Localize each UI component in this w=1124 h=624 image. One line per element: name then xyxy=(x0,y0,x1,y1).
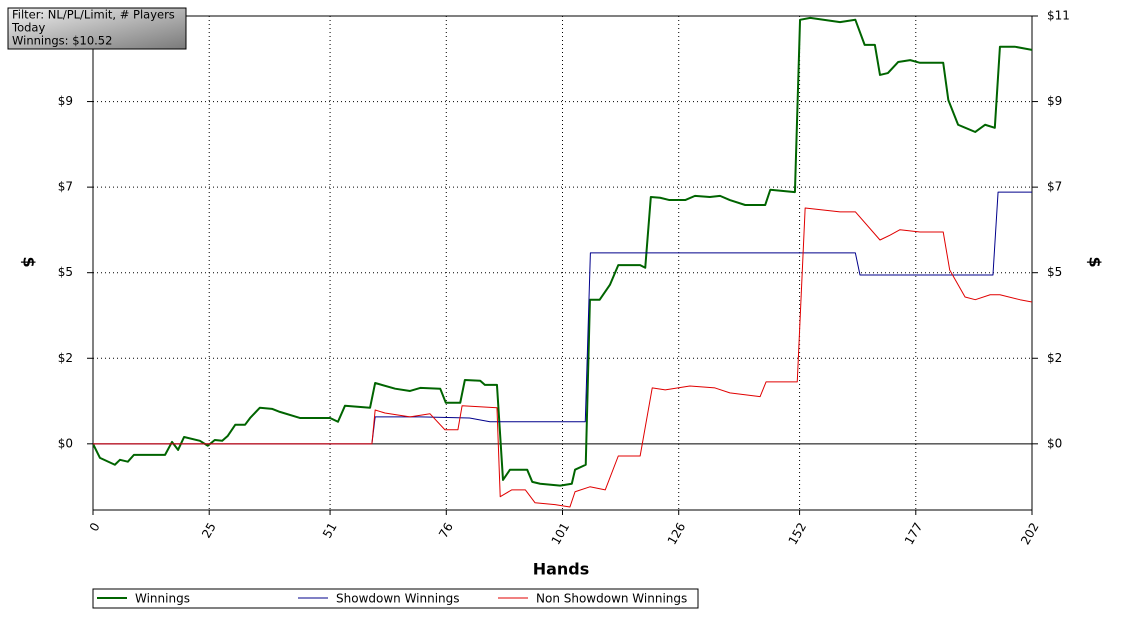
x-tick-label: 152 xyxy=(786,520,810,547)
info-period: Today xyxy=(11,21,45,35)
x-tick-label: 101 xyxy=(549,520,573,547)
x-tick-label: 177 xyxy=(902,520,926,547)
y2-tick-label: $7 xyxy=(1047,180,1062,194)
x-tick-label: 0 xyxy=(87,520,103,534)
y2-axis-label: $ xyxy=(1086,256,1105,267)
y2-tick-label: $5 xyxy=(1047,265,1062,279)
x-tick-label: 202 xyxy=(1018,520,1042,547)
y-axis-label: $ xyxy=(20,256,39,267)
info-filter: Filter: NL/PL/Limit, # Players xyxy=(12,8,175,22)
y-tick-label: $0 xyxy=(58,436,73,450)
series-line xyxy=(93,207,1032,508)
x-axis-label: Hands xyxy=(533,560,590,579)
y-tick-label: $9 xyxy=(58,94,73,108)
legend-box xyxy=(92,588,699,609)
x-tick-label: 126 xyxy=(665,520,689,547)
x-tick-label: 25 xyxy=(199,520,219,540)
y-tick-label: $5 xyxy=(58,265,73,279)
y2-tick-label: $2 xyxy=(1047,351,1062,365)
legend-label: Non Showdown Winnings xyxy=(536,592,687,606)
y2-tick-label: $11 xyxy=(1047,9,1070,23)
series-line xyxy=(93,16,1032,487)
info-box xyxy=(7,7,187,50)
legend-label: Showdown Winnings xyxy=(336,592,460,606)
x-tick-label: 76 xyxy=(436,520,456,540)
y-tick-label: $2 xyxy=(58,351,73,365)
y2-tick-label: $0 xyxy=(1047,436,1062,450)
legend: Winnings Showdown Winnings Non Showdown Wi… xyxy=(97,592,687,606)
plot-area xyxy=(92,15,1033,511)
y-tick-label: $7 xyxy=(58,180,73,194)
x-tick-label: 51 xyxy=(320,520,340,540)
y2-tick-label: $9 xyxy=(1047,94,1062,108)
legend-label: Winnings xyxy=(135,592,190,606)
lines xyxy=(93,16,1032,508)
series-line xyxy=(93,191,1032,445)
info-winnings: Winnings: $10.52 xyxy=(12,34,112,48)
